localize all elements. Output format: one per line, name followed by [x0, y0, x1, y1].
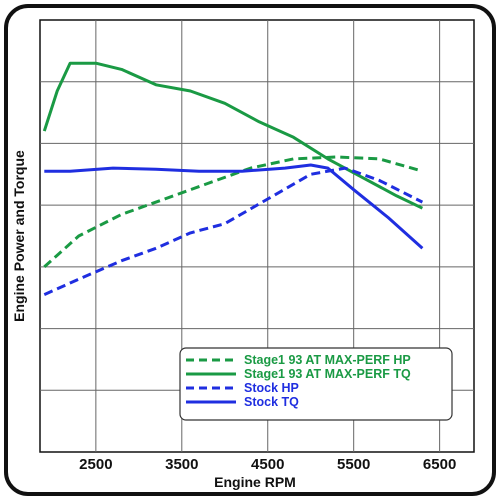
x-tick-label-3: 5500 [337, 456, 370, 473]
x-tick-label-1: 3500 [165, 456, 198, 473]
x-tick-label-0: 2500 [79, 456, 112, 473]
series-line-0 [43, 155, 423, 269]
series-line-1 [42, 61, 424, 210]
series-line-4 [43, 166, 424, 296]
series-lines [42, 61, 424, 296]
legend-box [179, 347, 453, 421]
y-axis-label: Engine Power and Torque [11, 150, 27, 322]
series-line-5 [44, 163, 424, 250]
legend-label-3: Stock TQ [244, 395, 299, 409]
legend-label-1: Stage1 93 AT MAX-PERF TQ [244, 367, 411, 381]
x-tick-labels: 2500 3500 4500 5500 6500 [79, 456, 456, 473]
legend-label-2: Stock HP [244, 381, 299, 395]
legend-label-0: Stage1 93 AT MAX-PERF HP [244, 353, 411, 367]
x-tick-label-4: 6500 [423, 456, 456, 473]
x-axis-label: Engine RPM [214, 474, 296, 490]
x-tick-label-2: 4500 [251, 456, 284, 473]
